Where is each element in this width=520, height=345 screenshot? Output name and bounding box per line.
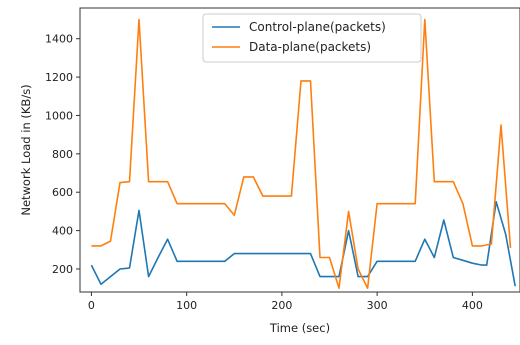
x-tick-label: 100: [176, 299, 197, 312]
x-tick-label: 300: [367, 299, 388, 312]
y-tick-label: 1000: [45, 109, 73, 122]
legend: Control-plane(packets) Data-plane(packet…: [202, 13, 422, 63]
legend-label-data: Data-plane(packets): [249, 40, 371, 54]
y-tick-label: 600: [52, 186, 73, 199]
y-tick-label: 400: [52, 225, 73, 238]
y-tick-label: 800: [52, 148, 73, 161]
y-tick-label: 1200: [45, 71, 73, 84]
y-tick-label: 200: [52, 263, 73, 276]
legend-box: [202, 13, 422, 63]
y-tick-label: 1400: [45, 33, 73, 46]
axis-ticks: 0 100 200 300 400 200 400 600 800 1000 1200 1400: [45, 33, 483, 312]
series-group: [90, 18, 516, 290]
x-axis-label: Time (sec): [269, 321, 330, 335]
x-tick-label: 200: [271, 299, 292, 312]
series-line-1: [91, 18, 512, 290]
series-line-0: [90, 201, 516, 287]
legend-label-control: Control-plane(packets): [249, 20, 386, 34]
y-axis-label: Network Load in (KB/s): [19, 84, 33, 215]
x-tick-label: 400: [462, 299, 483, 312]
x-tick-label: 0: [88, 299, 95, 312]
